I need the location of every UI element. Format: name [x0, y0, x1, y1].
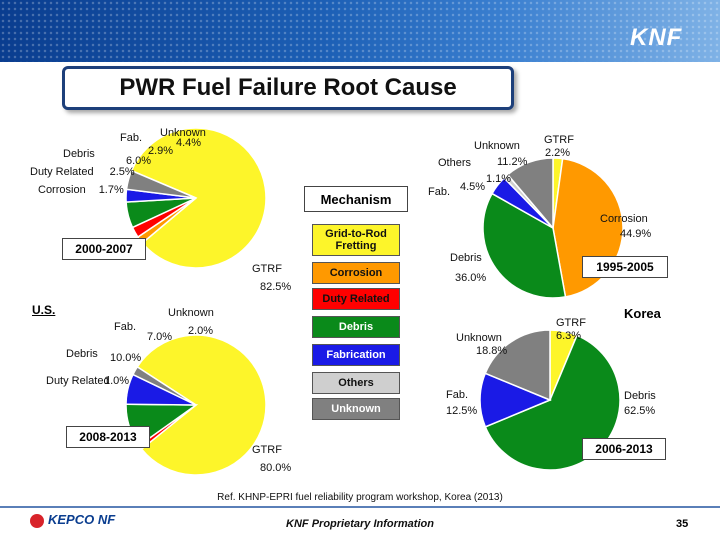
slice-label-0-1: Corrosion: [38, 184, 86, 196]
slice-value-3-1: 62.5%: [624, 405, 655, 417]
slice-label-0-5: Unknown: [160, 127, 206, 139]
slice-value-1-1: 1.0%: [104, 375, 129, 387]
pie-slice-2-unknown: [506, 157, 554, 231]
slice-value-0-0: 82.5%: [260, 281, 291, 293]
slice-label-0-0: GTRF: [252, 263, 282, 275]
slice-label-3-3: Unknown: [456, 332, 502, 344]
slice-label-3-1: Debris: [624, 390, 656, 402]
pie-slice-1-unknown: [131, 365, 197, 406]
country-us-label: U.S.: [32, 303, 56, 317]
slice-value-0-5: 4.4%: [176, 137, 201, 149]
slice-value-1-0: 80.0%: [260, 462, 291, 474]
slice-label-1-2: Debris: [66, 348, 98, 360]
slice-value-1-4: 2.0%: [188, 325, 213, 337]
footer-text: KNF Proprietary Information: [286, 518, 434, 530]
period-label-2006-2013: 2006-2013: [582, 438, 666, 460]
reference-note: Ref. KHNP-EPRI fuel reliability program …: [217, 492, 503, 503]
slice-label-1-4: Unknown: [168, 307, 214, 319]
slice-value-0-1: 1.7%: [99, 184, 124, 196]
period-label-1995-2005: 1995-2005: [582, 256, 668, 278]
legend-item-duty-related: Duty Related: [312, 288, 400, 310]
slice-label-0-3: Debris: [63, 148, 95, 160]
slice-label-2-0: GTRF: [544, 134, 574, 146]
legend-item-unknown: Unknown: [312, 398, 400, 420]
slice-value-2-0: 2.2%: [545, 147, 570, 159]
page-number: 35: [676, 518, 689, 530]
slice-value-0-4: 2.9%: [148, 145, 173, 157]
header-band: [0, 0, 720, 62]
legend-item-debris: Debris: [312, 316, 400, 338]
pie-slice-1-gtrf: [136, 334, 267, 476]
slice-value-2-1: 44.9%: [620, 228, 651, 240]
period-label-2008-2013: 2008-2013: [66, 426, 150, 448]
pie-slice-3-unknown: [484, 329, 551, 402]
brand-logo: KNF: [630, 24, 683, 51]
slice-label-2-3: Fab.: [428, 186, 450, 198]
footer-divider: [0, 506, 720, 508]
slice-value-2-2: 36.0%: [455, 272, 486, 284]
footer-logo-text: KEPCO NF: [48, 512, 116, 527]
page-title: PWR Fuel Failure Root Cause: [119, 74, 457, 101]
slice-label-2-4: Others: [438, 157, 472, 169]
slice-label-0-2: Duty Related: [30, 166, 94, 178]
slice-value-0-3: 6.0%: [126, 155, 151, 167]
mechanism-label: Mechanism: [304, 186, 408, 212]
slice-label-1-3: Fab.: [114, 321, 136, 333]
slice-label-2-5: Unknown: [474, 140, 520, 152]
country-korea-label: Korea: [624, 306, 661, 321]
slice-value-2-4: 1.1%: [486, 173, 511, 185]
legend-item-grid-to-rod-fretting: Grid-to-Rod Fretting: [312, 224, 400, 256]
legend-item-fabrication: Fabrication: [312, 344, 400, 366]
slice-value-3-2: 12.5%: [446, 405, 477, 417]
slice-value-2-5: 11.2%: [497, 156, 528, 168]
slice-value-0-2: 2.5%: [110, 166, 135, 178]
slice-label-0-4: Fab.: [120, 132, 142, 144]
slice-value-3-3: 18.8%: [476, 345, 507, 357]
period-label-2000-2007: 2000-2007: [62, 238, 146, 260]
slice-label-2-1: Corrosion: [600, 213, 648, 225]
slice-label-3-2: Fab.: [446, 389, 468, 401]
legend-item-others: Others: [312, 372, 400, 394]
slice-label-1-1: Duty Related: [46, 375, 110, 387]
slice-value-3-0: 6.3%: [556, 330, 581, 342]
slice-value-1-2: 10.0%: [110, 352, 141, 364]
slice-value-1-3: 7.0%: [147, 331, 172, 343]
slice-value-2-3: 4.5%: [460, 181, 485, 193]
pie-slice-0-unknown: [125, 169, 197, 199]
footer-logo: KEPCO NF: [30, 512, 115, 528]
title-box: PWR Fuel Failure Root Cause: [62, 66, 514, 110]
slice-label-1-0: GTRF: [252, 444, 282, 456]
kepco-logo-icon: [30, 513, 44, 528]
slice-label-2-2: Debris: [450, 252, 482, 264]
pie-slice-2-debris: [482, 192, 567, 299]
slice-label-3-0: GTRF: [556, 317, 586, 329]
pie-slice-0-gtrf: [130, 127, 267, 269]
legend-item-corrosion: Corrosion: [312, 262, 400, 284]
